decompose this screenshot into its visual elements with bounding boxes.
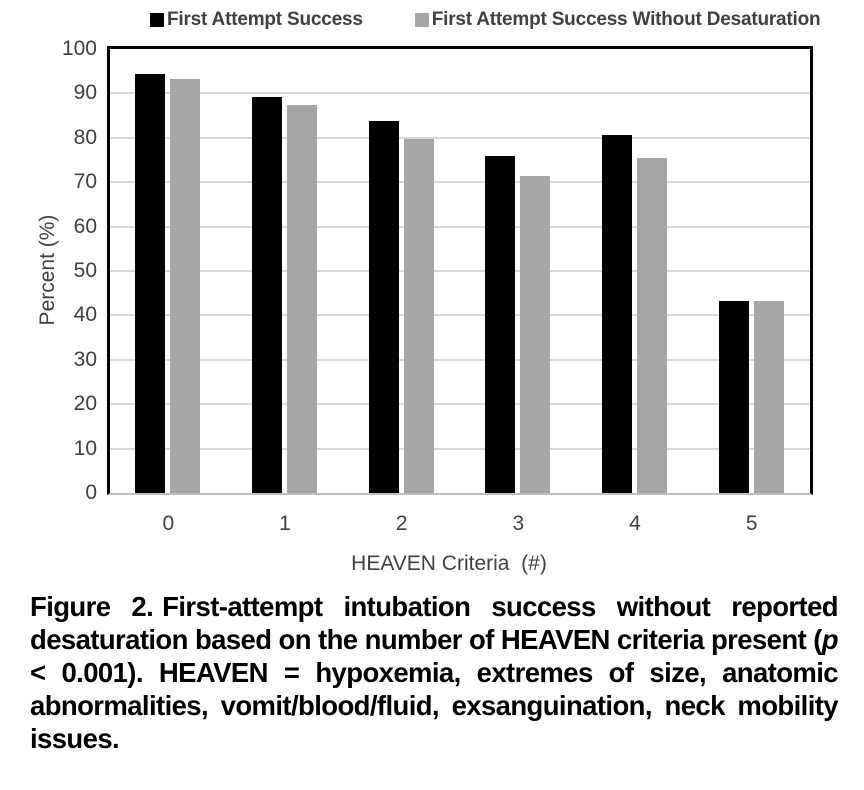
x-tick-label-1: 1 [279,512,291,535]
gridline-40 [110,314,810,317]
x-tick-label-2: 2 [395,512,408,535]
legend-label: First Attempt Success [167,9,363,30]
y-tick-label-10: 10 [73,436,97,460]
bar-first-attempt-success-without-desaturation-criteria-4 [637,158,667,493]
caption-text-1: First-attempt intubation success without… [30,591,839,655]
plot-area [107,46,813,495]
bar-first-attempt-success-criteria-1 [252,96,282,493]
x-tick-label-3: 3 [512,512,525,535]
bar-first-attempt-success-criteria-5 [718,301,749,493]
bar-first-attempt-success-without-desaturation-criteria-1 [287,105,317,493]
y-tick-label-20: 20 [73,392,97,416]
bar-first-attempt-success-criteria-4 [602,135,632,493]
figure-label: Figure 2. [30,591,154,622]
chart-legend: First Attempt Success First Attempt Succe… [150,9,821,31]
bar-first-attempt-success-without-desaturation-criteria-5 [753,301,784,493]
bar-first-attempt-success-without-desaturation-criteria-3 [520,176,551,493]
legend-label: First Attempt Success Without Desaturati… [431,9,821,30]
figure-caption: Figure 2. First-attempt intubation succes… [30,590,839,755]
y-tick-label-50: 50 [73,259,97,282]
x-tick-label-0: 0 [162,512,175,535]
caption-text-2: < 0.001). HEAVEN = hypoxemia, extremes o… [30,657,839,754]
x-tick-label-4: 4 [629,512,641,535]
y-tick-label-70: 70 [73,170,97,194]
legend-item-1: First Attempt Success Without Desaturati… [414,9,821,31]
y-tick-label-30: 30 [73,347,97,371]
legend-swatch-icon [150,13,164,27]
gridline-70 [110,181,810,184]
gridline-30 [110,358,810,361]
bar-first-attempt-success-criteria-0 [135,74,166,493]
gridline-60 [110,225,810,228]
gridline-50 [110,270,810,272]
y-axis-tick-labels: 0 10 20 30 40 50 60 70 80 90 100 [0,0,97,520]
y-tick-label-100: 100 [61,37,97,60]
gridline-10 [110,447,810,450]
y-tick-label-0: 0 [85,481,97,504]
bar-first-attempt-success-criteria-3 [485,156,516,493]
gridline-90 [110,92,810,95]
gridline-80 [110,136,810,139]
y-tick-label-90: 90 [73,81,97,105]
x-tick-label-5: 5 [745,512,758,535]
gridline-20 [110,403,810,406]
legend-item-0: First Attempt Success [150,9,363,31]
caption-p-italic: p [821,624,839,655]
bar-first-attempt-success-without-desaturation-criteria-0 [170,79,201,493]
bar-first-attempt-success-criteria-2 [368,121,399,493]
y-tick-label-80: 80 [73,125,97,149]
x-axis-title: HEAVEN Criteria (#) [351,552,547,575]
y-tick-label-40: 40 [73,303,97,327]
bar-first-attempt-success-without-desaturation-criteria-2 [403,139,434,493]
y-tick-label-60: 60 [73,214,97,238]
legend-swatch-icon [414,13,429,27]
